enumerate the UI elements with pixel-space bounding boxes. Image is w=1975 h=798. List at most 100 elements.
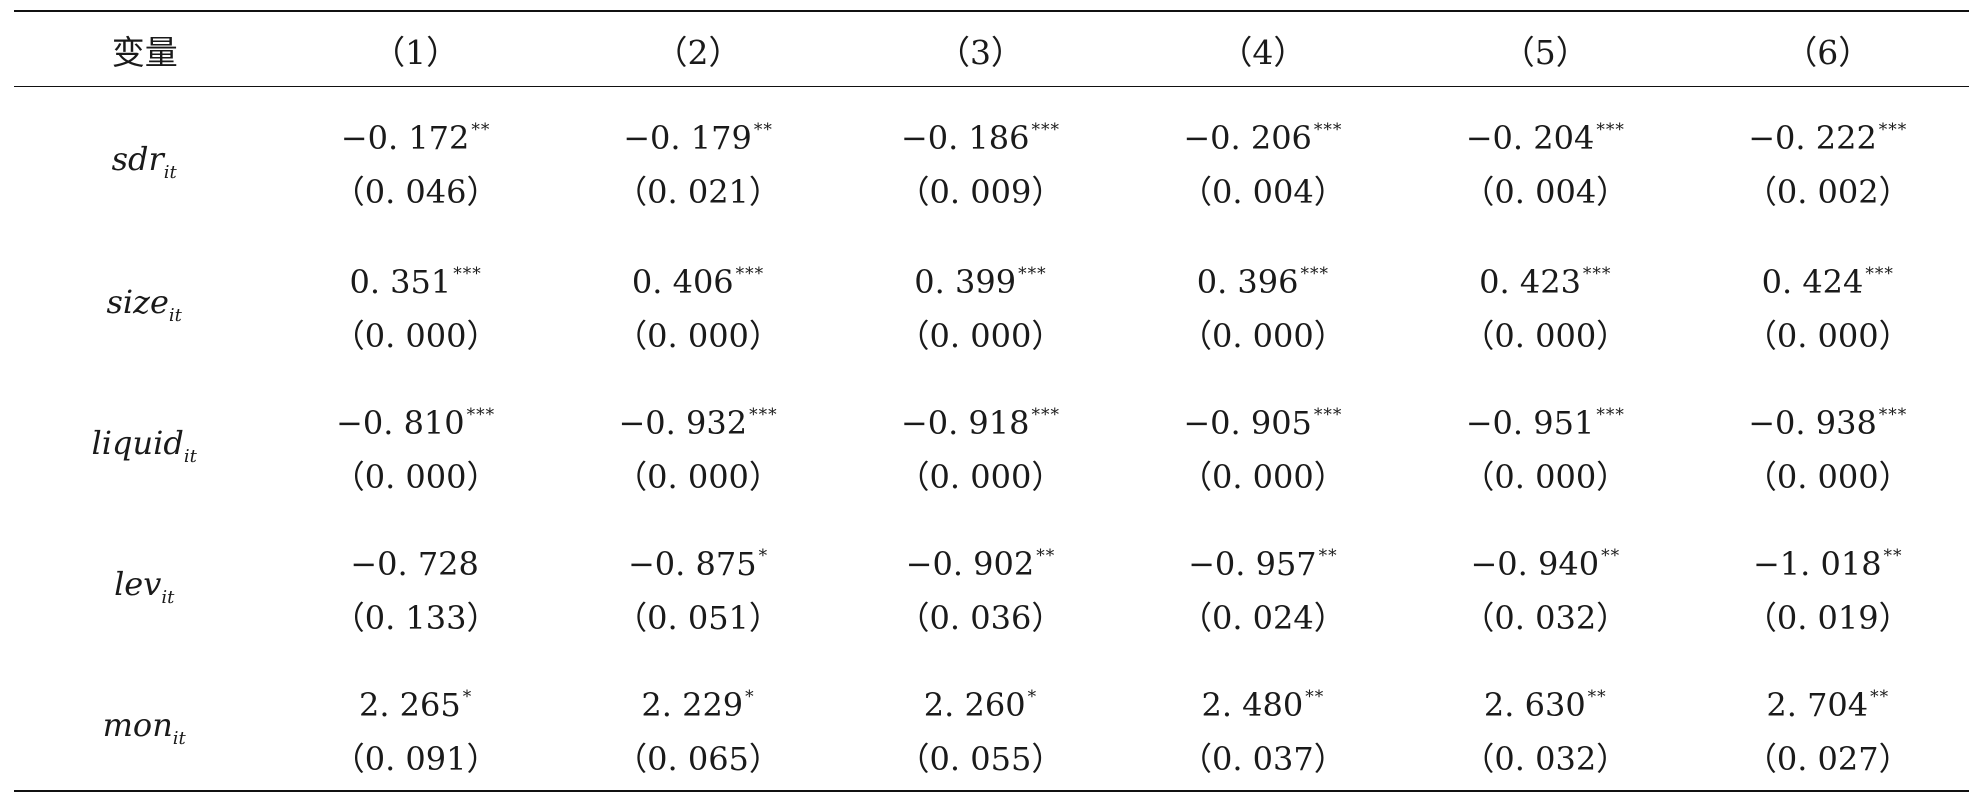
estimate-cell: 0. 399 *** （0. 000）	[839, 234, 1121, 375]
estimate-stack: −0. 728 （0. 133）	[274, 536, 556, 638]
table-row: sdrit −0. 172 ** （0. 046） −0. 179 ** （0. 021） −…	[14, 88, 1969, 234]
coefficient-value: 2. 265	[358, 685, 461, 724]
estimate-cell: 0. 351 *** （0. 000）	[274, 234, 556, 375]
coefficient: 0. 351 ***	[349, 254, 481, 302]
p-value: （0. 051）	[615, 598, 781, 637]
coefficient: 0. 423 ***	[1479, 254, 1611, 302]
coefficient: −1. 018 **	[1753, 536, 1903, 584]
estimate-stack: −0. 810 *** （0. 000）	[274, 395, 556, 497]
p-value: （0. 024）	[1179, 598, 1346, 637]
estimate-cell: 2. 704 ** （0. 027）	[1687, 657, 1970, 798]
estimate-cell: −0. 875 * （0. 051）	[557, 516, 839, 657]
coefficient: −0. 902 **	[906, 536, 1056, 584]
estimate-cell: −0. 222 *** （0. 002）	[1687, 88, 1970, 234]
p-value: （0. 000）	[615, 316, 781, 355]
p-value: （0. 000）	[615, 457, 781, 496]
column-header-6: （6）	[1784, 33, 1872, 72]
estimate-stack: −0. 179 ** （0. 021）	[557, 110, 839, 212]
variable-name: sdr	[111, 139, 164, 178]
variable-name-cell: levit	[14, 516, 274, 657]
coefficient: −0. 179 **	[623, 110, 773, 158]
table-body: sdrit −0. 172 ** （0. 046） −0. 179 ** （0. 021） −…	[14, 88, 1969, 798]
variable-subscript: it	[172, 728, 186, 749]
p-value: （0. 002）	[1744, 173, 1911, 211]
coefficient: −0. 222 ***	[1748, 110, 1907, 158]
header-rule	[14, 86, 1969, 87]
table-row: liquidit −0. 810 *** （0. 000） −0. 932 *** （0. …	[14, 375, 1969, 516]
estimate-stack: 0. 396 *** （0. 000）	[1122, 254, 1404, 356]
estimate-cell: 2. 480 ** （0. 037）	[1122, 657, 1404, 798]
variable-column-header: 变量	[111, 33, 178, 72]
coefficient-value: −0. 951	[1465, 403, 1595, 442]
estimate-cell: −0. 940 ** （0. 032）	[1404, 516, 1686, 657]
p-value: （0. 000）	[897, 316, 1064, 355]
column-header-3: （3）	[936, 33, 1024, 72]
estimate-stack: 0. 423 *** （0. 000）	[1404, 254, 1686, 356]
estimate-cell: −0. 938 *** （0. 000）	[1687, 375, 1970, 516]
significance-stars: ***	[1031, 120, 1060, 140]
estimate-cell: −0. 186 *** （0. 009）	[839, 88, 1121, 234]
p-value: （0. 021）	[615, 173, 781, 211]
coefficient: −0. 932 ***	[618, 395, 777, 443]
significance-stars: ***	[749, 404, 778, 425]
coefficient: −0. 186 ***	[901, 110, 1060, 158]
variable-subscript: it	[163, 161, 177, 183]
significance-stars: ***	[453, 263, 482, 284]
column-header-4: （4）	[1219, 33, 1307, 72]
column-header-2: （2）	[654, 33, 742, 72]
table-row: monit 2. 265 * （0. 091） 2. 229 * （0. 065） 2. 26…	[14, 657, 1969, 798]
coefficient-value: 0. 396	[1196, 262, 1299, 301]
coefficient: 0. 406 ***	[632, 254, 764, 302]
coefficient-value: −0. 918	[900, 403, 1030, 442]
significance-stars: ***	[1300, 263, 1329, 284]
estimate-cell: 0. 396 *** （0. 000）	[1122, 234, 1404, 375]
coefficient-value: 2. 480	[1201, 685, 1304, 724]
coefficient-value: 0. 423	[1479, 262, 1581, 301]
coefficient-value: −0. 932	[618, 403, 748, 442]
table-row: sizeit 0. 351 *** （0. 000） 0. 406 *** （0. 000）…	[14, 234, 1969, 375]
coefficient-value: 0. 406	[631, 262, 734, 301]
p-value: （0. 032）	[1462, 739, 1629, 778]
coefficient: 2. 229 *	[641, 677, 754, 725]
p-value: （0. 032）	[1462, 598, 1629, 637]
estimate-stack: −0. 940 ** （0. 032）	[1404, 536, 1686, 638]
coefficient: −0. 905 ***	[1183, 395, 1342, 443]
estimate-stack: −0. 172 ** （0. 046）	[274, 110, 556, 212]
estimate-stack: 2. 704 ** （0. 027）	[1687, 677, 1970, 779]
regression-table: 变量 （1） （2） （3） （4） （5） （6） sdrit −0. 172 *…	[14, 12, 1969, 798]
coefficient: 2. 630 **	[1484, 677, 1607, 725]
coefficient: 0. 399 ***	[914, 254, 1046, 302]
coefficient: −0. 204 ***	[1466, 110, 1625, 158]
table-row: levit −0. 728 （0. 133） −0. 875 * （0. 051） −0. …	[14, 516, 1969, 657]
variable-name-cell: sizeit	[14, 234, 274, 375]
coefficient-value: −0. 940	[1470, 544, 1600, 583]
estimate-stack: 2. 229 * （0. 065）	[557, 677, 839, 779]
coefficient: 2. 704 **	[1766, 677, 1889, 725]
estimate-cell: −0. 902 ** （0. 036）	[839, 516, 1121, 657]
variable-name-cell: liquidit	[14, 375, 274, 516]
coefficient-value: −1. 018	[1752, 544, 1882, 583]
significance-stars: ***	[735, 263, 765, 284]
significance-stars: ***	[466, 404, 496, 425]
column-header-1: （1）	[372, 33, 460, 72]
coefficient: −0. 918 ***	[901, 395, 1060, 443]
estimate-stack: −1. 018 ** （0. 019）	[1687, 536, 1970, 638]
estimate-stack: −0. 918 *** （0. 000）	[839, 395, 1121, 497]
coefficient-value: −0. 172	[340, 119, 470, 157]
estimate-stack: −0. 905 *** （0. 000）	[1122, 395, 1404, 497]
p-value: （0. 091）	[332, 739, 499, 778]
p-value: （0. 036）	[897, 598, 1064, 637]
coefficient-value: −0. 810	[336, 403, 465, 442]
significance-stars: ***	[1878, 120, 1908, 140]
p-value: （0. 009）	[897, 173, 1064, 211]
p-value: （0. 046）	[332, 173, 499, 211]
coefficient-value: 0. 399	[914, 262, 1017, 301]
significance-stars: *	[1027, 686, 1038, 707]
estimate-stack: −0. 932 *** （0. 000）	[557, 395, 839, 497]
estimate-cell: −1. 018 ** （0. 019）	[1687, 516, 1970, 657]
estimate-stack: 0. 424 *** （0. 000）	[1687, 254, 1970, 356]
significance-stars: ***	[1313, 404, 1343, 425]
estimate-cell: 0. 423 *** （0. 000）	[1404, 234, 1686, 375]
significance-stars: ***	[1865, 263, 1894, 284]
